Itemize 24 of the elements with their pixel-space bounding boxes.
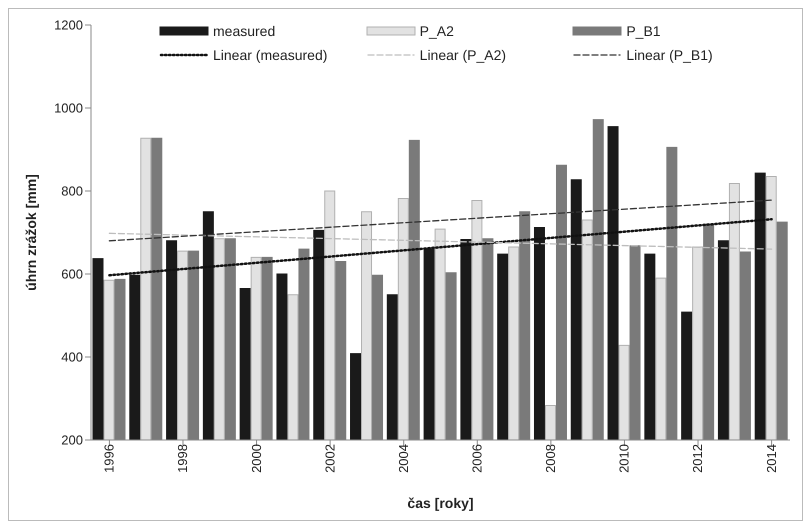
x-tick-label: 2000 xyxy=(248,444,264,473)
y-tick-label: 1200 xyxy=(54,18,83,33)
x-tick-label: 2004 xyxy=(396,444,411,473)
y-axis-title: úhrn zrážok [mm] xyxy=(22,174,39,291)
legend-label: Linear (P_A2) xyxy=(420,47,506,63)
legend-label: P_A2 xyxy=(420,23,454,39)
legend-label: Linear (measured) xyxy=(213,47,328,63)
y-tick-label: 200 xyxy=(61,432,83,448)
x-tick-label: 2008 xyxy=(543,444,558,473)
x-tick-label: 1998 xyxy=(175,444,190,473)
x-tick-label: 2012 xyxy=(690,444,706,473)
legend-label: Linear (P_B1) xyxy=(626,47,713,63)
y-tick-label: 800 xyxy=(61,184,83,199)
y-tick-label: 600 xyxy=(61,266,83,282)
legend-label: P_B1 xyxy=(626,23,661,39)
x-tick-label: 2006 xyxy=(470,444,485,473)
x-tick-label: 2002 xyxy=(322,444,338,473)
x-tick-label: 1996 xyxy=(102,444,117,473)
y-tick-label: 1000 xyxy=(54,100,83,116)
legend-label: measured xyxy=(213,23,276,39)
x-axis-title: čas [roky] xyxy=(407,495,474,511)
y-tick-label: 400 xyxy=(61,350,83,365)
x-tick-label: 2010 xyxy=(616,444,632,473)
x-tick-label: 2014 xyxy=(764,444,779,473)
